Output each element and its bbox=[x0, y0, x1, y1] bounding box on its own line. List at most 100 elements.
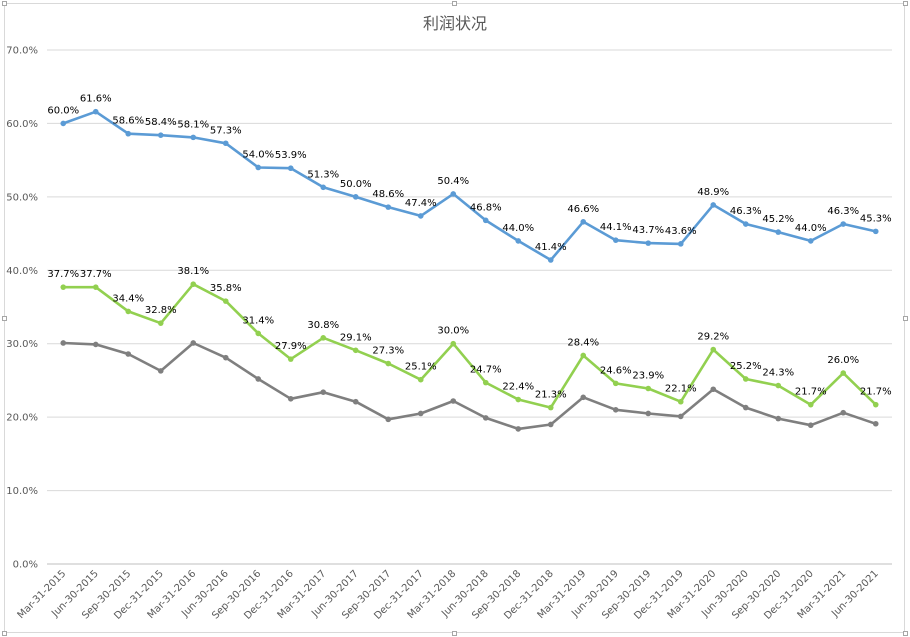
data-point[interactable] bbox=[840, 409, 847, 416]
data-point[interactable] bbox=[60, 120, 67, 127]
data-point[interactable] bbox=[222, 298, 229, 304]
data-point[interactable] bbox=[255, 164, 262, 171]
data-point[interactable] bbox=[222, 354, 229, 361]
data-point[interactable] bbox=[677, 241, 684, 247]
data-point[interactable] bbox=[190, 281, 197, 288]
resize-handle-bottom-left[interactable] bbox=[2, 631, 7, 636]
data-point[interactable] bbox=[547, 257, 554, 263]
data-point[interactable] bbox=[612, 380, 619, 387]
data-point[interactable] bbox=[320, 184, 327, 191]
data-label: 45.2% bbox=[762, 214, 794, 225]
data-point[interactable] bbox=[580, 219, 587, 225]
data-point[interactable] bbox=[775, 382, 782, 389]
data-point[interactable] bbox=[872, 401, 879, 408]
data-point[interactable] bbox=[807, 238, 814, 244]
data-point[interactable] bbox=[645, 410, 652, 417]
data-point[interactable] bbox=[190, 134, 197, 141]
data-point[interactable] bbox=[645, 240, 652, 246]
data-label: 24.7% bbox=[470, 365, 502, 376]
data-point[interactable] bbox=[840, 221, 847, 227]
data-point[interactable] bbox=[482, 217, 489, 224]
data-point[interactable] bbox=[255, 330, 262, 337]
data-point[interactable] bbox=[125, 308, 132, 315]
data-point[interactable] bbox=[547, 421, 554, 428]
data-point[interactable] bbox=[645, 385, 652, 392]
data-point[interactable] bbox=[677, 398, 684, 405]
data-point[interactable] bbox=[450, 340, 457, 347]
data-point[interactable] bbox=[320, 335, 327, 341]
data-point[interactable] bbox=[872, 420, 879, 427]
data-point[interactable] bbox=[287, 356, 294, 362]
data-point[interactable] bbox=[190, 340, 197, 346]
data-point[interactable] bbox=[580, 352, 587, 359]
series-1[interactable] bbox=[60, 108, 879, 263]
data-point[interactable] bbox=[125, 351, 132, 357]
data-point[interactable] bbox=[385, 204, 392, 210]
resize-handle-bottom[interactable] bbox=[452, 631, 457, 636]
resize-handle-left[interactable] bbox=[2, 316, 7, 321]
data-point[interactable] bbox=[417, 376, 424, 383]
data-point[interactable] bbox=[742, 376, 749, 382]
data-point[interactable] bbox=[742, 404, 749, 411]
data-label: 21.3% bbox=[535, 390, 567, 401]
data-label: 48.9% bbox=[697, 187, 729, 198]
data-point[interactable] bbox=[385, 416, 392, 423]
data-point[interactable] bbox=[515, 396, 522, 403]
data-label: 46.8% bbox=[470, 202, 502, 213]
data-point[interactable] bbox=[417, 213, 424, 219]
data-point[interactable] bbox=[710, 202, 717, 208]
data-point[interactable] bbox=[352, 347, 359, 354]
resize-handle-top[interactable] bbox=[452, 1, 457, 6]
data-point[interactable] bbox=[450, 398, 457, 404]
data-point[interactable] bbox=[515, 426, 522, 432]
y-tick-label: 70.0% bbox=[6, 46, 38, 57]
data-point[interactable] bbox=[710, 346, 717, 353]
data-point[interactable] bbox=[385, 360, 392, 367]
data-point[interactable] bbox=[775, 229, 782, 235]
data-point[interactable] bbox=[482, 415, 489, 421]
data-point[interactable] bbox=[612, 237, 619, 243]
series-line[interactable] bbox=[61, 282, 878, 409]
data-point[interactable] bbox=[515, 238, 522, 244]
data-point[interactable] bbox=[92, 284, 99, 290]
data-point[interactable] bbox=[352, 398, 359, 405]
data-point[interactable] bbox=[775, 415, 782, 422]
data-point[interactable] bbox=[580, 394, 587, 401]
series-line[interactable] bbox=[61, 110, 878, 262]
data-point[interactable] bbox=[125, 130, 132, 137]
series-2[interactable] bbox=[60, 281, 879, 411]
series-line[interactable] bbox=[61, 341, 878, 431]
data-point[interactable] bbox=[222, 140, 229, 147]
data-point[interactable] bbox=[157, 320, 164, 326]
data-point[interactable] bbox=[287, 395, 294, 402]
data-point[interactable] bbox=[320, 389, 327, 395]
data-point[interactable] bbox=[872, 228, 879, 235]
data-point[interactable] bbox=[710, 386, 717, 393]
resize-handle-right[interactable] bbox=[903, 316, 908, 321]
resize-handle-bottom-right[interactable] bbox=[903, 631, 908, 636]
data-point[interactable] bbox=[60, 284, 67, 290]
data-point[interactable] bbox=[450, 191, 457, 197]
series-3[interactable] bbox=[60, 340, 879, 432]
data-point[interactable] bbox=[807, 401, 814, 408]
data-label: 61.6% bbox=[80, 94, 112, 105]
data-point[interactable] bbox=[157, 132, 164, 138]
data-point[interactable] bbox=[287, 165, 294, 172]
data-point[interactable] bbox=[677, 413, 684, 420]
data-point[interactable] bbox=[60, 340, 67, 346]
data-point[interactable] bbox=[547, 404, 554, 411]
data-point[interactable] bbox=[92, 108, 99, 115]
data-point[interactable] bbox=[352, 194, 359, 200]
data-point[interactable] bbox=[482, 379, 489, 386]
data-point[interactable] bbox=[417, 410, 424, 417]
data-point[interactable] bbox=[742, 221, 749, 227]
data-point[interactable] bbox=[612, 407, 619, 413]
data-point[interactable] bbox=[92, 341, 99, 348]
data-point[interactable] bbox=[255, 376, 262, 382]
data-label: 50.0% bbox=[340, 179, 372, 190]
resize-handle-top-left[interactable] bbox=[2, 1, 7, 6]
data-point[interactable] bbox=[840, 370, 847, 376]
resize-handle-top-right[interactable] bbox=[903, 1, 908, 6]
data-point[interactable] bbox=[807, 422, 814, 429]
data-point[interactable] bbox=[157, 368, 164, 374]
